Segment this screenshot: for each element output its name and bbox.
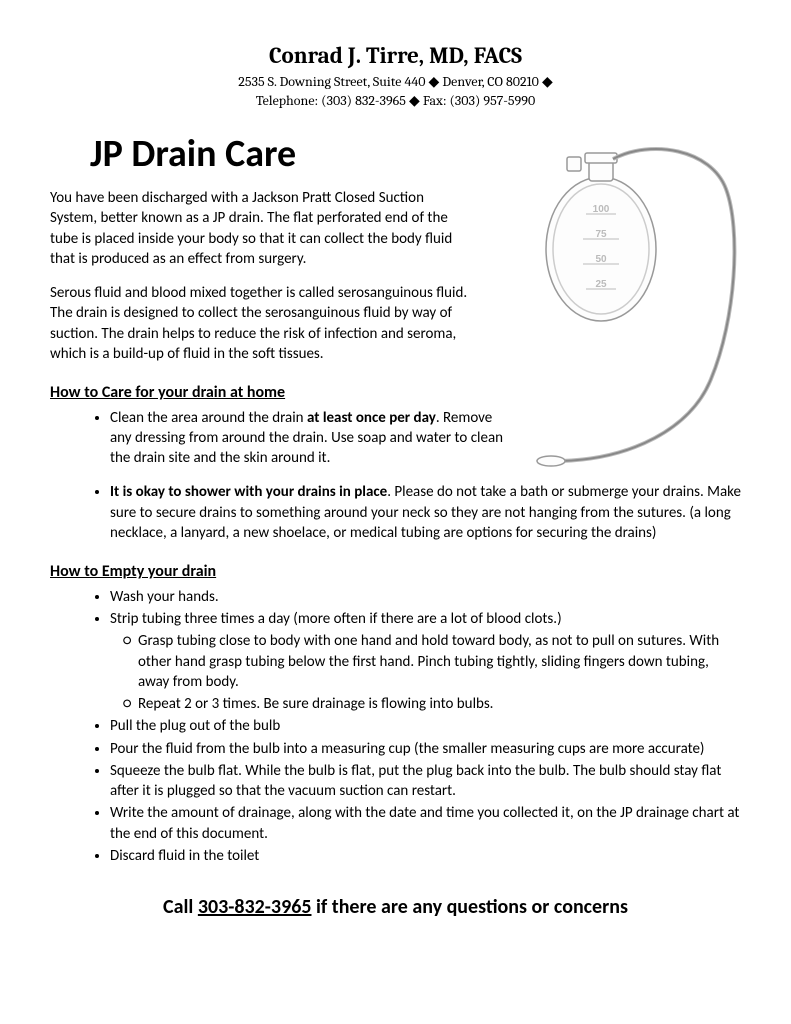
empty-step-write: Write the amount of drainage, along with…: [110, 803, 741, 844]
empty-step-squeeze: Squeeze the bulb flat. While the bulb is…: [110, 761, 741, 802]
doctor-name: Conrad J. Tirre, MD, FACS: [50, 40, 741, 71]
empty-step-strip-text: Strip tubing three times a day (more oft…: [110, 610, 562, 628]
footer-phone: 303-832-3965: [198, 895, 312, 919]
jp-drain-illustration: 100 75 50 25: [491, 119, 751, 479]
bulb-mark-75: 75: [595, 229, 607, 240]
bulb-mark-50: 50: [595, 254, 607, 265]
empty-strip-sub1: Grasp tubing close to body with one hand…: [138, 631, 741, 692]
letterhead: Conrad J. Tirre, MD, FACS 2535 S. Downin…: [50, 40, 741, 111]
empty-step-strip: Strip tubing three times a day (more oft…: [110, 609, 741, 714]
footer-post: if there are any questions or concerns: [311, 895, 627, 919]
empty-heading: How to Empty your drain: [50, 561, 741, 583]
bulb-mark-100: 100: [593, 204, 610, 215]
empty-step-discard: Discard fluid in the toilet: [110, 846, 741, 866]
footer-pre: Call: [163, 895, 198, 919]
empty-strip-substeps: Grasp tubing close to body with one hand…: [110, 631, 741, 714]
care-item-shower: It is okay to shower with your drains in…: [110, 482, 741, 543]
intro-paragraph-2: Serous fluid and blood mixed together is…: [50, 283, 470, 364]
care-item-clean-bold: at least once per day: [307, 409, 436, 427]
care-item-clean-pre: Clean the area around the drain: [110, 409, 307, 427]
footer-call: Call 303-832-3965 if there are any quest…: [50, 894, 741, 921]
contact-line: Telephone: (303) 832-3965 ◆ Fax: (303) 9…: [50, 92, 741, 111]
empty-step-pour: Pour the fluid from the bulb into a meas…: [110, 739, 741, 759]
bulb-mark-25: 25: [595, 279, 607, 290]
intro-paragraph-1: You have been discharged with a Jackson …: [50, 188, 470, 269]
empty-step-pull-plug: Pull the plug out of the bulb: [110, 716, 741, 736]
empty-list: Wash your hands. Strip tubing three time…: [50, 587, 741, 866]
empty-step-wash: Wash your hands.: [110, 587, 741, 607]
empty-strip-sub2: Repeat 2 or 3 times. Be sure drainage is…: [138, 694, 741, 714]
address-line: 2535 S. Downing Street, Suite 440 ◆ Denv…: [50, 73, 741, 92]
main-content: 100 75 50 25 JP Drain Care You have been…: [50, 129, 741, 921]
care-item-shower-bold: It is okay to shower with your drains in…: [110, 483, 387, 501]
